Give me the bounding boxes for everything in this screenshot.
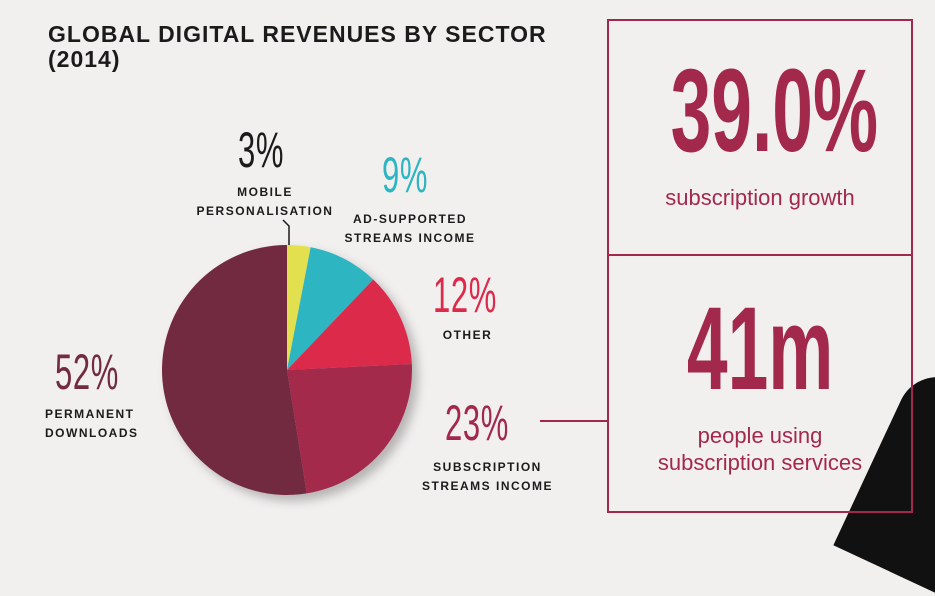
pie-slice	[287, 245, 311, 370]
slice-value-downloads: 52%	[55, 344, 119, 400]
slice-label-downloads: PERMANENT DOWNLOADS	[45, 407, 139, 440]
slice-label-mobile: MOBILE PERSONALISATION	[196, 185, 334, 218]
slice-label-subscription: SUBSCRIPTION STREAMS INCOME	[421, 460, 553, 493]
stat-subscribers-value: 41m	[607, 290, 913, 408]
mobile-leader-line	[282, 219, 290, 245]
stats-box	[607, 19, 913, 513]
stat-subscribers-caption-2: subscription services	[657, 450, 863, 475]
stat-subscribers-caption-1: people using	[697, 423, 823, 448]
stat-subscription-growth-caption: subscription growth	[665, 185, 855, 210]
slice-value-subscription: 23%	[445, 395, 509, 451]
pie-slice	[287, 364, 412, 494]
pie-slice	[287, 247, 374, 370]
slice-value-mobile: 3%	[238, 122, 285, 178]
stats-divider	[607, 254, 913, 256]
chart-title: GLOBAL DIGITAL REVENUES BY SECTOR (2014)	[48, 21, 547, 72]
slice-label-ad-supported: AD-SUPPORTED STREAMS INCOME	[344, 212, 476, 245]
stat-subscription-growth-value: 39.0%	[607, 52, 913, 170]
slice-value-other: 12%	[433, 267, 497, 323]
stat-value-text: 41m	[686, 283, 834, 415]
pie-chart	[162, 219, 412, 495]
stat-value-text: 39.0%	[670, 45, 879, 177]
slice-label-other: OTHER	[442, 328, 493, 342]
slice-value-ad-supported: 9%	[382, 147, 429, 203]
pie-slice	[162, 245, 307, 495]
pie-slice	[287, 279, 412, 370]
connector-line	[540, 420, 607, 422]
